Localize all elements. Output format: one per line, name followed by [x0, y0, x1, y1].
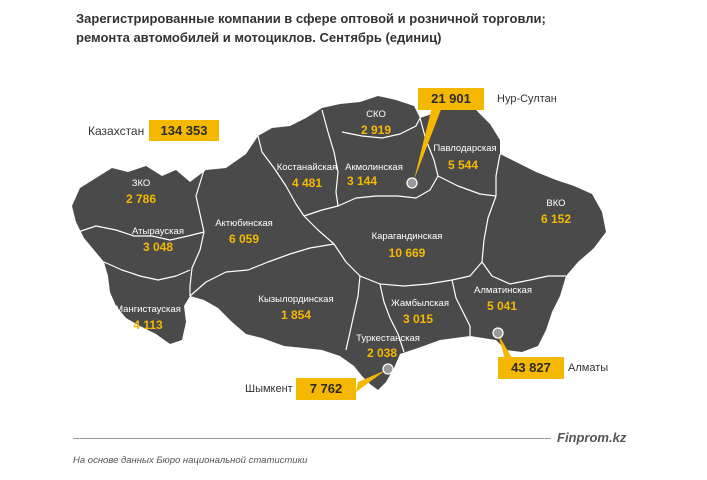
brand-logo-text[interactable]: Finprom.kz — [557, 430, 627, 445]
almaty-value: 43 827 — [498, 357, 564, 379]
border-aktobe-kyzylorda — [189, 243, 335, 297]
region-value-zko: 2 786 — [125, 192, 157, 206]
region-value-kyzylorda: 1 854 — [280, 308, 312, 322]
region-value-pavlodar: 5 544 — [447, 158, 479, 172]
region-value-mangistau: 4 113 — [133, 318, 163, 332]
nur-sultan-label: Нур-Султан — [497, 93, 557, 105]
border-pavlodar-karaganda — [437, 175, 497, 197]
border-karaganda-south — [333, 243, 483, 287]
region-value-zhambyl: 3 015 — [402, 312, 434, 326]
region-name-zko: ЗКО — [131, 178, 151, 189]
region-name-aktobe: Актюбинская — [215, 218, 273, 229]
region-value-aktobe: 6 059 — [228, 232, 260, 246]
border-kostanay-karaganda — [303, 195, 398, 217]
nur-sultan-value: 21 901 — [418, 88, 484, 110]
title-line-1: Зарегистрированные компании в сфере опто… — [76, 11, 546, 26]
shymkent-label: Шымкент — [245, 383, 293, 395]
border-atyrau-mangistau — [103, 261, 191, 281]
region-name-pavlodar: Павлодарская — [433, 143, 497, 154]
border-turkestan-zhambyl — [379, 283, 405, 353]
country-shape — [72, 96, 606, 390]
region-value-kostanay: 4 481 — [291, 176, 323, 190]
chart-title: Зарегистрированные компании в сфере опто… — [76, 9, 596, 47]
region-name-sko: СКО — [366, 109, 386, 120]
region-value-akmola: 3 144 — [346, 174, 378, 188]
region-value-sko: 2 919 — [360, 123, 392, 137]
region-name-zhambyl: Жамбылская — [391, 298, 449, 309]
region-value-karaganda: 10 669 — [388, 246, 426, 260]
border-zko-aktobe — [195, 169, 205, 233]
region-name-akmola: Акмолинская — [345, 162, 403, 173]
border-sko-akmola — [341, 117, 421, 139]
region-name-vko: ВКО — [546, 198, 566, 209]
almaty-marker — [492, 327, 504, 339]
source-note: На основе данных Бюро национальной стати… — [73, 455, 308, 466]
title-line-2: ремонта автомобилей и мотоциклов. Сентяб… — [76, 30, 442, 45]
region-name-kostanay: Костанайская — [276, 162, 338, 173]
border-kyzylorda-turkestan — [345, 275, 361, 351]
region-value-almaty-oblast: 5 041 — [486, 299, 518, 313]
region-value-turkestan: 2 038 — [366, 346, 398, 360]
region-name-turkestan: Туркестанская — [356, 333, 420, 344]
region-name-atyrau: Атырауская — [132, 226, 184, 237]
border-atyrau-aktobe — [189, 231, 205, 296]
border-akmola-pavlodar — [419, 117, 439, 177]
region-name-mangistau: Мангистауская — [115, 304, 181, 315]
border-kyzylorda-karaganda — [303, 215, 335, 245]
nur-sultan-marker — [406, 177, 418, 189]
shymkent-value: 7 762 — [296, 378, 356, 400]
country-label: Казахстан — [88, 124, 145, 138]
region-value-vko: 6 152 — [540, 212, 572, 226]
border-akmola-karaganda — [397, 175, 439, 199]
almaty-label: Алматы — [568, 362, 609, 374]
border-kostanay-akmola — [321, 109, 339, 207]
region-borders — [77, 109, 566, 353]
nur-sultan-pointer — [414, 107, 442, 180]
border-zhambyl-almaty — [451, 279, 471, 336]
border-zko-atyrau — [77, 225, 205, 241]
shymkent-marker — [382, 363, 394, 375]
footer-divider — [73, 438, 551, 439]
region-name-almaty-oblast: Алматинская — [474, 285, 532, 296]
border-karaganda-vko — [481, 195, 566, 285]
country-value: 134 353 — [149, 120, 219, 141]
region-name-karaganda: Карагандинская — [371, 231, 443, 242]
region-name-kyzylorda: Кызылординская — [258, 294, 334, 305]
region-value-atyrau: 3 048 — [142, 240, 174, 254]
border-aktobe-kostanay — [257, 135, 305, 217]
border-pavlodar-vko — [495, 153, 501, 196]
shymkent-pointer — [356, 370, 386, 392]
